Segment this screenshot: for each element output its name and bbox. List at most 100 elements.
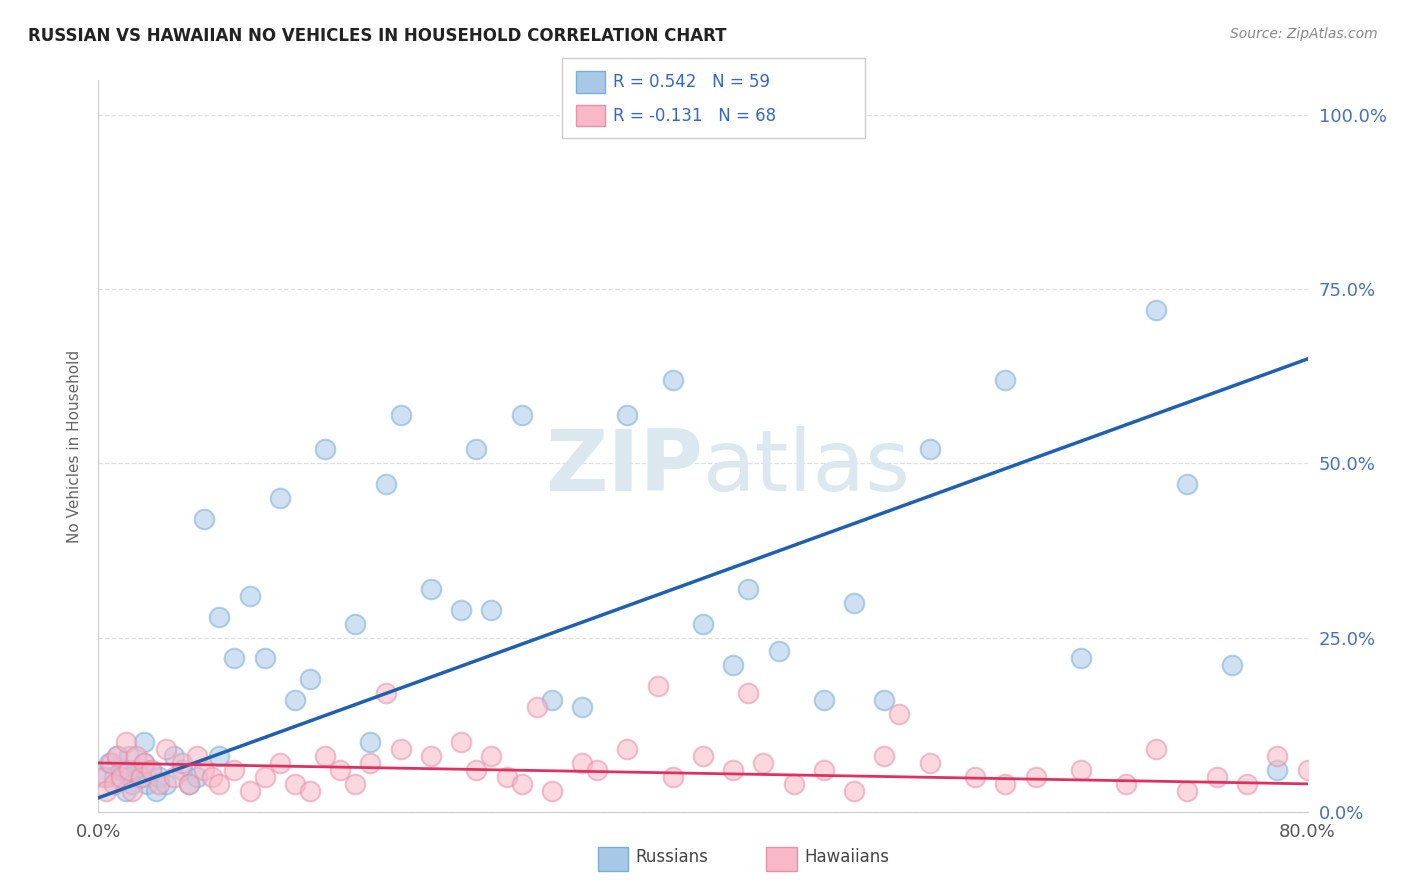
- Text: atlas: atlas: [703, 426, 911, 509]
- Point: [163, 749, 186, 764]
- Point: [125, 749, 148, 764]
- Point: [110, 770, 132, 784]
- Point: [1146, 742, 1168, 756]
- Point: [647, 679, 669, 693]
- Point: [284, 693, 307, 707]
- Point: [208, 777, 231, 791]
- Point: [737, 686, 759, 700]
- Point: [329, 763, 352, 777]
- Point: [170, 763, 193, 777]
- Point: [526, 700, 548, 714]
- Point: [481, 603, 503, 617]
- Point: [481, 749, 503, 764]
- Point: [121, 784, 143, 798]
- Point: [132, 756, 155, 770]
- Point: [420, 749, 443, 764]
- Point: [783, 777, 806, 791]
- Point: [132, 756, 155, 770]
- Point: [495, 770, 517, 784]
- Point: [100, 756, 122, 770]
- Point: [1175, 784, 1198, 798]
- Point: [965, 770, 987, 784]
- Point: [1024, 770, 1046, 784]
- Point: [1220, 658, 1243, 673]
- Point: [193, 512, 215, 526]
- Point: [224, 763, 246, 777]
- Point: [269, 756, 291, 770]
- Point: [201, 770, 224, 784]
- Text: Source: ZipAtlas.com: Source: ZipAtlas.com: [1230, 27, 1378, 41]
- Point: [121, 777, 143, 791]
- Text: Russians: Russians: [636, 848, 709, 866]
- Text: R = -0.131   N = 68: R = -0.131 N = 68: [613, 107, 776, 125]
- Point: [314, 749, 336, 764]
- Point: [253, 651, 276, 665]
- Point: [465, 763, 488, 777]
- Point: [141, 763, 163, 777]
- Point: [299, 673, 322, 687]
- Text: RUSSIAN VS HAWAIIAN NO VEHICLES IN HOUSEHOLD CORRELATION CHART: RUSSIAN VS HAWAIIAN NO VEHICLES IN HOUSE…: [28, 27, 727, 45]
- Text: Hawaiians: Hawaiians: [804, 848, 889, 866]
- Point: [135, 777, 157, 791]
- Point: [1296, 763, 1319, 777]
- Point: [1267, 763, 1289, 777]
- Point: [105, 749, 128, 764]
- Point: [314, 442, 336, 457]
- Point: [692, 749, 714, 764]
- Point: [118, 763, 141, 777]
- Point: [723, 763, 745, 777]
- Point: [389, 742, 412, 756]
- Point: [661, 770, 683, 784]
- Point: [661, 373, 683, 387]
- Point: [510, 408, 533, 422]
- Point: [752, 756, 775, 770]
- Point: [105, 749, 128, 764]
- Point: [284, 777, 307, 791]
- Point: [1236, 777, 1258, 791]
- Point: [450, 735, 472, 749]
- Point: [374, 686, 396, 700]
- Point: [360, 756, 382, 770]
- Point: [692, 616, 714, 631]
- Point: [1070, 651, 1092, 665]
- Point: [114, 784, 136, 798]
- Point: [179, 777, 201, 791]
- Point: [994, 373, 1017, 387]
- Point: [571, 700, 593, 714]
- Point: [94, 784, 117, 798]
- Point: [510, 777, 533, 791]
- Point: [389, 408, 412, 422]
- Point: [145, 784, 167, 798]
- Point: [155, 777, 177, 791]
- Point: [540, 693, 562, 707]
- Point: [103, 777, 125, 791]
- Point: [1070, 763, 1092, 777]
- Point: [994, 777, 1017, 791]
- Point: [1267, 749, 1289, 764]
- Point: [450, 603, 472, 617]
- Point: [723, 658, 745, 673]
- Point: [918, 442, 941, 457]
- Point: [208, 609, 231, 624]
- Point: [844, 784, 866, 798]
- Point: [98, 756, 121, 770]
- Text: R = 0.542   N = 59: R = 0.542 N = 59: [613, 73, 770, 91]
- Point: [571, 756, 593, 770]
- Point: [193, 763, 215, 777]
- Point: [813, 693, 835, 707]
- Point: [186, 770, 208, 784]
- Point: [844, 596, 866, 610]
- Point: [344, 616, 367, 631]
- Point: [344, 777, 367, 791]
- Point: [170, 756, 193, 770]
- Point: [163, 770, 186, 784]
- Point: [179, 777, 201, 791]
- Point: [91, 770, 114, 784]
- Point: [616, 742, 638, 756]
- Point: [239, 589, 262, 603]
- Point: [94, 770, 117, 784]
- Point: [873, 693, 896, 707]
- Point: [239, 784, 262, 798]
- Y-axis label: No Vehicles in Household: No Vehicles in Household: [67, 350, 83, 542]
- Text: ZIP: ZIP: [546, 426, 703, 509]
